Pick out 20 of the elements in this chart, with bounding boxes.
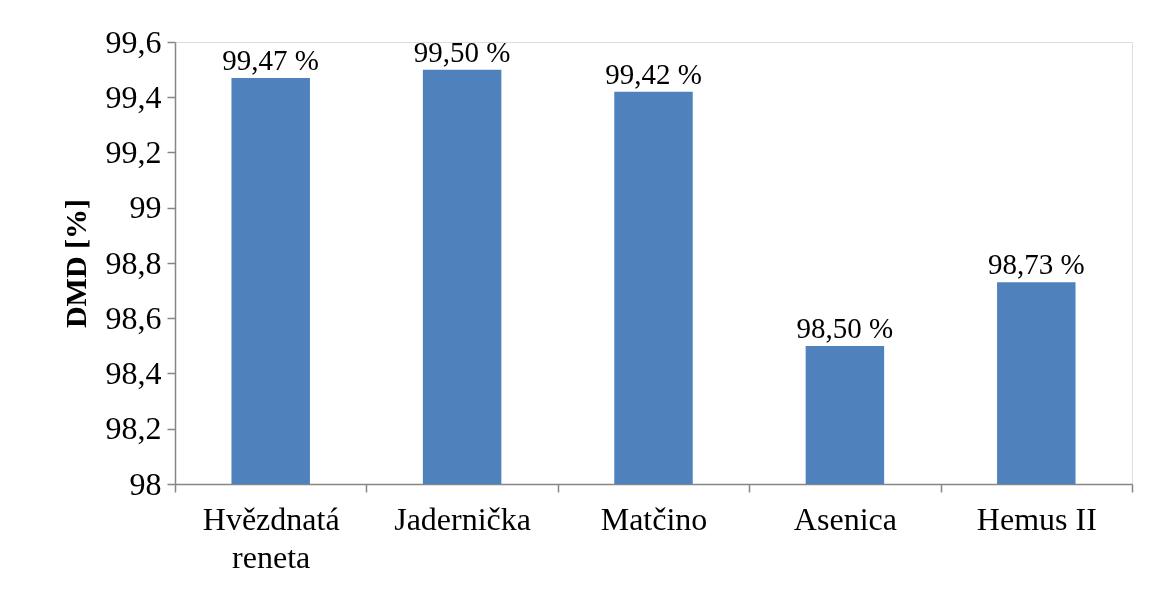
y-tick-label: 98,8 <box>105 244 162 281</box>
y-tick-label: 98,4 <box>105 355 162 391</box>
data-label: 99,42 % <box>605 57 702 90</box>
y-tick-label: 98,2 <box>105 410 162 447</box>
x-tick-label: Hemus II <box>976 500 1097 537</box>
data-label: 99,50 % <box>413 35 511 68</box>
y-axis-title: DMD [%] <box>58 198 92 329</box>
x-tick-label: Hvězdnatá reneta <box>202 500 340 575</box>
x-tick-label: Jadernička <box>394 500 532 537</box>
x-tick-label: Matčino <box>600 500 708 537</box>
y-tick-label: 99,2 <box>105 134 162 170</box>
data-label: 98,73 % <box>987 248 1085 281</box>
y-tick-label: 99 <box>129 189 162 226</box>
y-tick-label: 99,4 <box>105 78 162 115</box>
x-tick-label: Asenica <box>793 500 897 537</box>
y-tick-label: 98,6 <box>105 299 162 336</box>
y-tick-label: 98 <box>129 465 162 502</box>
y-tick-label: 99,6 <box>105 23 162 60</box>
data-label: 99,47 % <box>222 43 320 76</box>
data-label: 98,50 % <box>796 311 894 344</box>
